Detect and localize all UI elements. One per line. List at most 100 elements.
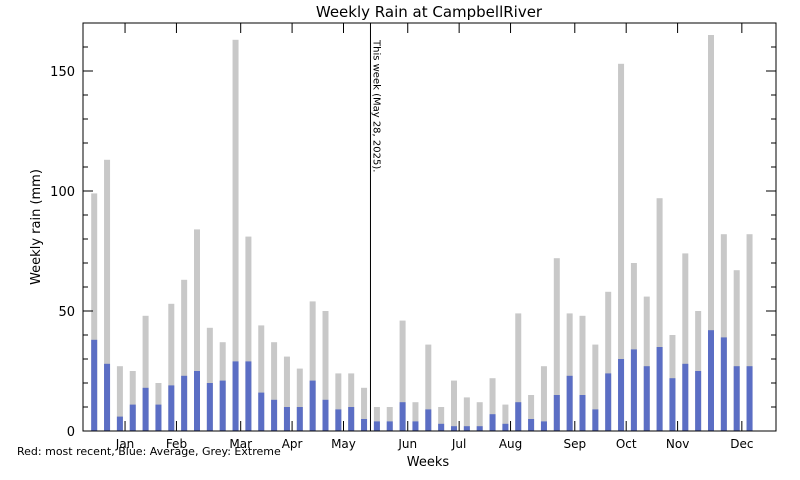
- bar-average: [181, 375, 188, 431]
- bar-extreme: [438, 407, 445, 431]
- bar-average: [116, 416, 123, 431]
- x-tick-label: Feb: [166, 437, 187, 451]
- bar-average: [720, 337, 727, 431]
- x-tick-label: Jan: [115, 437, 135, 451]
- chart-title: Weekly Rain at CampbellRiver: [316, 3, 543, 21]
- bar-extreme: [399, 320, 406, 431]
- x-tick-label: Mar: [229, 437, 252, 451]
- x-tick-label: Nov: [666, 437, 689, 451]
- y-tick-label: 100: [50, 185, 75, 200]
- bar-extreme: [720, 234, 727, 431]
- bar-average: [515, 402, 522, 431]
- bar-average: [129, 404, 136, 431]
- bar-average: [630, 349, 637, 431]
- bar-average: [643, 366, 650, 431]
- x-tick-label: Jun: [397, 437, 417, 451]
- bar-average: [746, 366, 753, 431]
- bar-extreme: [104, 159, 111, 432]
- bar-extreme: [232, 39, 239, 432]
- bar-extreme: [463, 397, 470, 431]
- bar-extreme: [476, 402, 483, 431]
- plot-frame: [82, 22, 777, 432]
- bar-extreme: [425, 344, 432, 431]
- x-tick-label: Oct: [616, 437, 637, 451]
- bar-extreme: [489, 378, 496, 431]
- bar-extreme: [412, 402, 419, 431]
- bar-extreme: [271, 342, 278, 431]
- bar-average: [386, 421, 393, 431]
- bar-average: [412, 421, 419, 431]
- bar-extreme: [643, 296, 650, 431]
- bar-average: [296, 407, 303, 431]
- bar-average: [451, 426, 457, 431]
- bar-extreme: [283, 356, 290, 431]
- bar-average: [438, 423, 445, 431]
- bar-average: [682, 363, 689, 431]
- x-tick-label: May: [331, 437, 356, 451]
- bar-average: [271, 399, 278, 431]
- bar-average: [361, 419, 368, 431]
- bar-average: [425, 409, 432, 431]
- bar-extreme: [708, 35, 714, 431]
- bar-extreme: [258, 325, 265, 431]
- bar-average: [618, 359, 625, 431]
- bar-extreme: [181, 279, 188, 431]
- bar-extreme: [566, 313, 573, 431]
- legend-note: Red: most recent, Blue: Average, Grey: E…: [17, 445, 281, 458]
- bar-extreme: [116, 366, 123, 431]
- bar-average: [708, 330, 714, 431]
- bar-extreme: [373, 407, 380, 431]
- bar-extreme: [168, 303, 175, 431]
- bar-average: [502, 423, 509, 431]
- bar-average: [258, 392, 265, 431]
- bar-average: [592, 409, 599, 431]
- bar-extreme: [682, 253, 689, 431]
- bar-extreme: [245, 236, 252, 431]
- x-axis-label: Weeks: [407, 455, 450, 470]
- bar-extreme: [746, 234, 753, 431]
- bar-extreme: [322, 311, 329, 431]
- bar-average: [283, 407, 290, 431]
- bars-layer: [91, 35, 753, 432]
- bar-extreme: [592, 344, 599, 431]
- bar-average: [194, 371, 200, 431]
- bar-extreme: [309, 301, 316, 431]
- bar-average: [489, 414, 496, 431]
- bar-average: [206, 383, 213, 431]
- y-tick-label: 50: [58, 305, 75, 320]
- y-tick-label: 150: [50, 65, 75, 80]
- bar-average: [669, 378, 676, 431]
- bar-extreme: [386, 407, 393, 431]
- bar-average: [605, 373, 612, 431]
- bar-average: [476, 426, 483, 431]
- bar-average: [322, 399, 329, 431]
- bar-extreme: [194, 229, 200, 431]
- x-tick-label: Jul: [451, 437, 466, 451]
- current-week-marker-label: This week (May 28, 2025).: [370, 39, 381, 172]
- bar-extreme: [502, 404, 509, 431]
- bar-average: [232, 361, 239, 431]
- bar-extreme: [630, 263, 637, 431]
- bar-extreme: [528, 395, 535, 431]
- bar-extreme: [91, 193, 98, 431]
- bar-average: [656, 347, 663, 431]
- bar-extreme: [515, 313, 522, 431]
- bar-extreme: [142, 315, 149, 431]
- bar-extreme: [553, 258, 560, 431]
- bar-extreme: [348, 373, 355, 431]
- bar-average: [104, 363, 111, 431]
- bar-average: [733, 366, 740, 431]
- bar-average: [168, 385, 175, 431]
- y-tick-label: 0: [67, 425, 75, 440]
- y-axis-label: Weekly rain (mm): [29, 169, 44, 285]
- x-tick-label: Dec: [730, 437, 753, 451]
- bar-extreme: [296, 368, 303, 431]
- bar-extreme: [618, 63, 625, 432]
- bar-average: [245, 361, 252, 431]
- bar-extreme: [733, 270, 740, 431]
- bar-extreme: [335, 373, 342, 431]
- bar-average: [219, 380, 226, 431]
- x-tick-label: Aug: [499, 437, 522, 451]
- bar-extreme: [129, 371, 136, 431]
